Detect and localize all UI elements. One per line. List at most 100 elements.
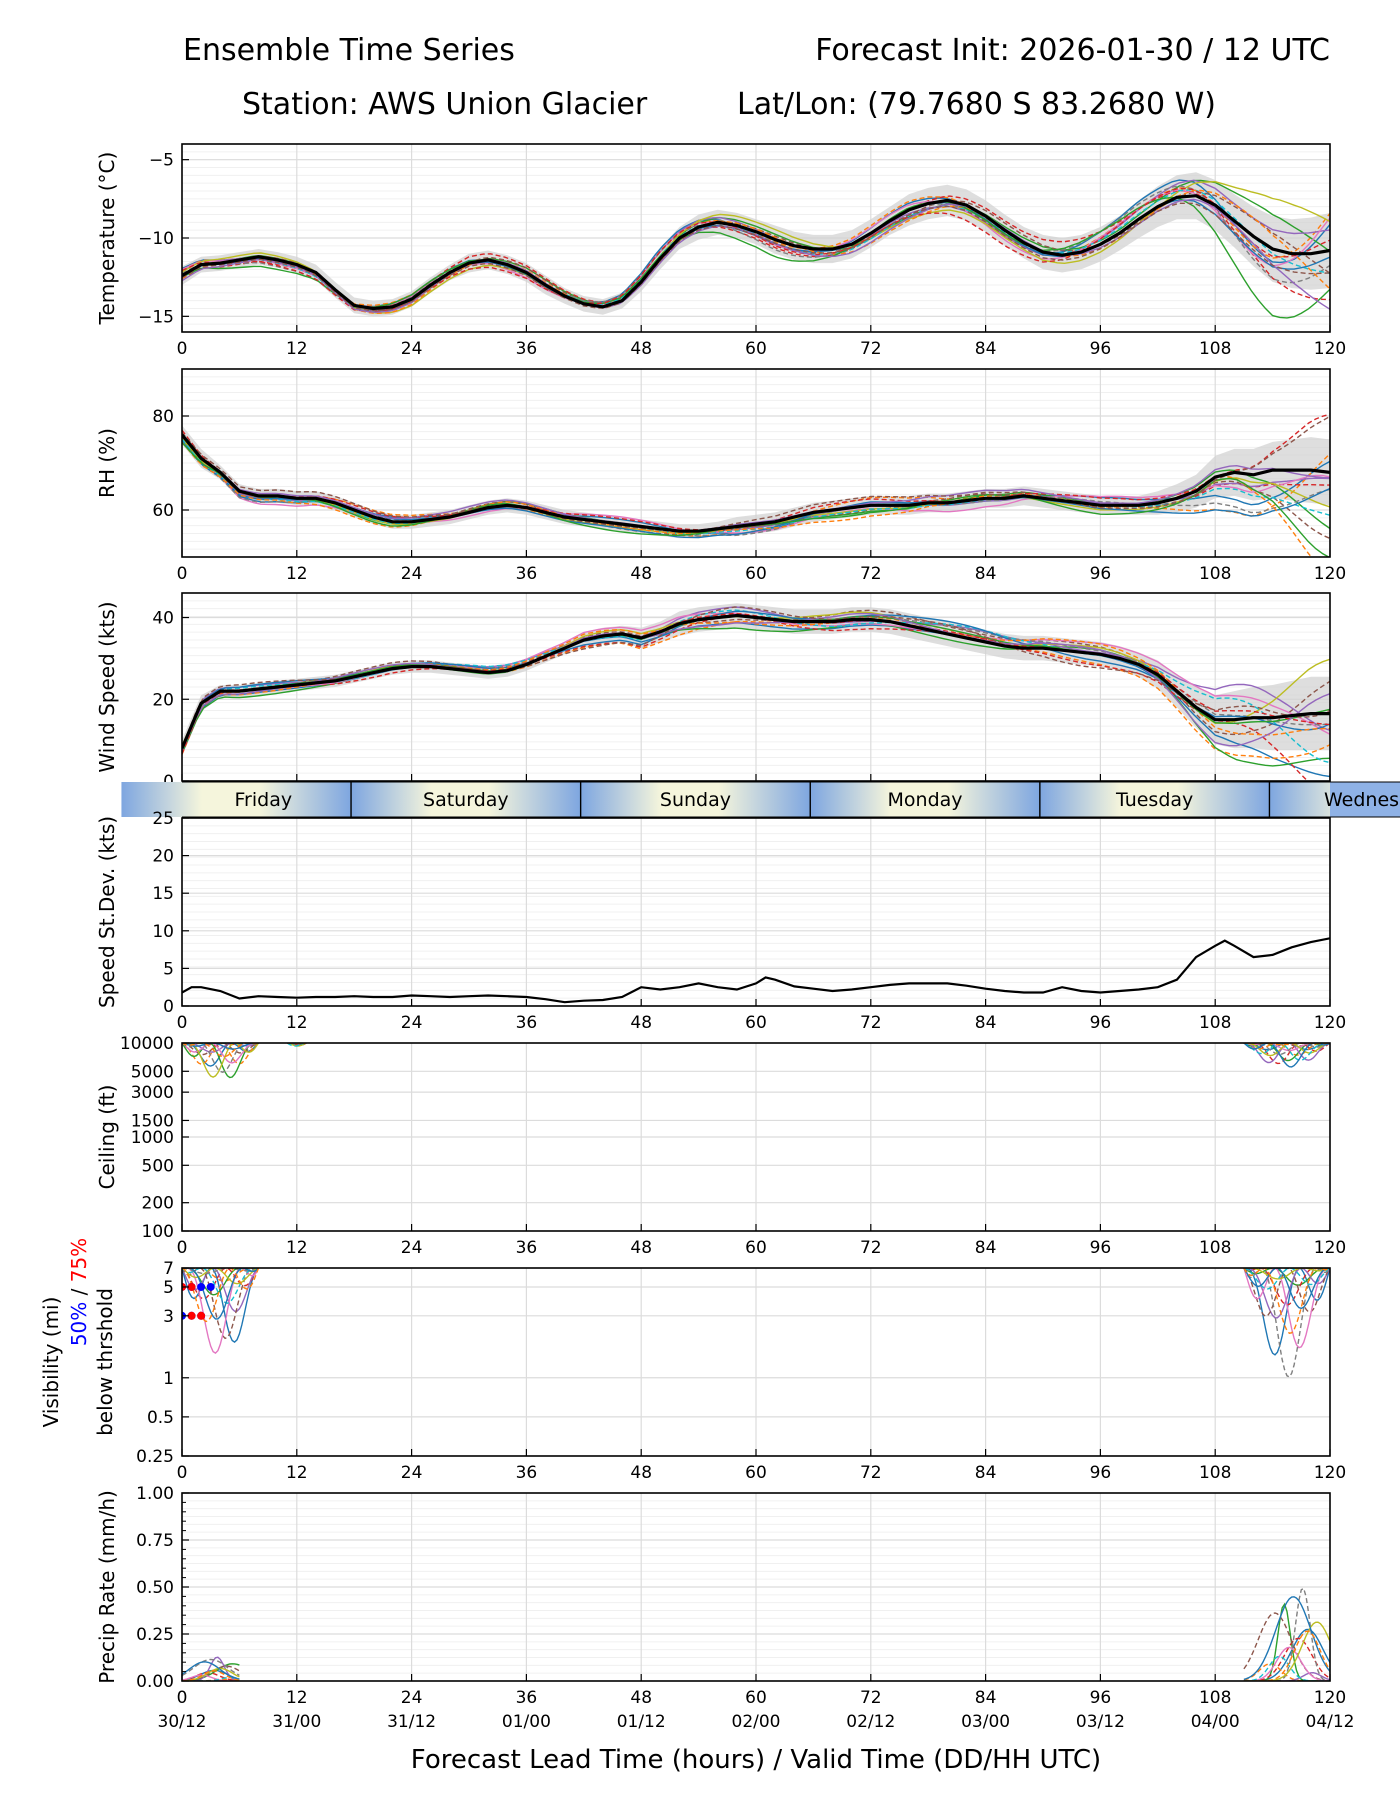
day-label: Saturday [423, 789, 509, 811]
x-tick-label: 96 [1090, 1013, 1112, 1033]
day-segment [810, 782, 1040, 817]
y-tick-label: 3 [163, 1307, 174, 1327]
ensemble-mean-line [182, 613, 1330, 749]
x-tick-label: 108 [1199, 1463, 1231, 1483]
valid-time-label: 01/12 [617, 1712, 666, 1732]
valid-time-label: 04/12 [1306, 1712, 1355, 1732]
forecast-init: Forecast Init: 2026-01-30 / 12 UTC [815, 33, 1330, 68]
x-tick-label: 24 [401, 1013, 423, 1033]
x-tick-label: 84 [975, 1463, 997, 1483]
x-tick-label: 36 [516, 1013, 538, 1033]
valid-time-label: 03/12 [1076, 1712, 1125, 1732]
x-tick-label: 96 [1090, 1688, 1112, 1708]
speed_stdev-plot-area [182, 818, 1330, 1006]
spread-band [182, 172, 1330, 317]
ensemble-member-line [182, 1268, 259, 1312]
y-tick-label: 200 [142, 1194, 174, 1214]
x-tick-label: 84 [975, 339, 997, 359]
temperature-panel: −15 −10 −5 0 12 24 36 48 60 72 84 96 108 120 Temperatu… [95, 143, 1346, 359]
x-tick-label: 0 [177, 564, 188, 584]
vis-threshold-legend: 50% / 75% [67, 1238, 91, 1346]
y-tick-label: 7 [163, 1259, 174, 1279]
x-tick-label: 108 [1199, 1688, 1231, 1708]
ensemble-member-line [1243, 1646, 1330, 1681]
y-tick-label: −10 [138, 229, 174, 249]
ensemble-member-line [182, 1268, 259, 1304]
x-tick-label: 0 [177, 1013, 188, 1033]
y-tick-label: 0 [163, 997, 174, 1017]
x-tick-label: 108 [1199, 1013, 1231, 1033]
x-tick-label: 120 [1314, 564, 1346, 584]
x-tick-label: 72 [860, 1013, 882, 1033]
x-tick-label: 36 [516, 564, 538, 584]
valid-time-label: 02/00 [732, 1712, 781, 1732]
y-tick-label: 5 [163, 959, 174, 979]
x-tick-label: 36 [516, 1688, 538, 1708]
valid-time-label: 31/12 [387, 1712, 436, 1732]
ensemble-member-line [182, 202, 1330, 312]
x-tick-label: 24 [401, 1238, 423, 1258]
day-label: Tuesday [1115, 789, 1193, 811]
y-tick-label: −5 [149, 151, 174, 171]
x-tick-label: 120 [1314, 1463, 1346, 1483]
y-tick-label: −15 [138, 307, 174, 327]
ensemble-member-line [1243, 1268, 1330, 1356]
ensemble-member-line [182, 1043, 259, 1050]
ensemble-member-line [1243, 1630, 1330, 1681]
x-tick-label: 96 [1090, 564, 1112, 584]
vis-threshold-marker [206, 1282, 215, 1291]
valid-time-label: 02/12 [846, 1712, 895, 1732]
x-tick-label: 84 [975, 1013, 997, 1033]
x-tick-label: 24 [401, 564, 423, 584]
wind_speed-plot-area [182, 593, 1330, 781]
ensemble-member-line [1243, 1268, 1330, 1378]
x-tick-label: 48 [630, 1463, 652, 1483]
x-tick-label: 24 [401, 1688, 423, 1708]
x-tick-label: 60 [745, 1463, 767, 1483]
station-label: Station: AWS Union Glacier [242, 87, 648, 122]
x-tick-label: 60 [745, 1238, 767, 1258]
ensemble-member-line [1243, 1587, 1330, 1681]
x-tick-label: 96 [1090, 339, 1112, 359]
chart-title: Ensemble Time Series [183, 33, 515, 68]
y-tick-label: 500 [142, 1156, 174, 1176]
valid-time-label: 30/12 [158, 1712, 207, 1732]
day-segment [121, 782, 352, 817]
visibility-plot-area [182, 1268, 1330, 1456]
ensemble-member-line [182, 1268, 260, 1323]
y-tick-label: 0.00 [136, 1672, 174, 1692]
y-tick-label: 20 [152, 847, 174, 867]
x-tick-label: 60 [745, 1688, 767, 1708]
ensemble-member-line [1243, 1268, 1330, 1349]
vis-threshold-marker [197, 1282, 206, 1291]
ensemble-member-line [182, 614, 1309, 781]
y-tick-label: 0.50 [136, 1578, 174, 1598]
y-tick-label: 1.00 [136, 1484, 174, 1504]
x-tick-label: 12 [286, 1688, 308, 1708]
day-label: Friday [235, 789, 293, 811]
y-axis-label: Wind Speed (kts) [95, 601, 119, 772]
ensemble-member-line [182, 413, 1330, 531]
y-tick-label: 10000 [120, 1034, 174, 1054]
y-tick-label: 5 [163, 1278, 174, 1298]
ensemble-member-line [182, 1268, 259, 1285]
ensemble-member-line [182, 1268, 260, 1343]
ensemble-member-line [1243, 1268, 1330, 1286]
wind_speed-panel: 0204001224364860728496108120Wind Speed (… [95, 592, 1346, 808]
y-tick-label: 80 [152, 407, 174, 427]
y-tick-label: 20 [152, 690, 174, 710]
ensemble-mean-line [182, 194, 1330, 311]
x-tick-label: 12 [286, 339, 308, 359]
x-tick-label: 72 [860, 1688, 882, 1708]
y-tick-label: 25 [152, 809, 174, 829]
ensemble-member-line [182, 1658, 240, 1677]
ensemble-member-line [182, 415, 1330, 533]
ensemble-mean-line [182, 433, 1330, 533]
y-axis-label: Ceiling (ft) [95, 1085, 119, 1190]
valid-time-label: 03/00 [961, 1712, 1010, 1732]
vis-threshold-marker [187, 1311, 196, 1320]
y-tick-label: 5000 [131, 1062, 174, 1082]
ensemble-member-line [182, 1670, 240, 1681]
